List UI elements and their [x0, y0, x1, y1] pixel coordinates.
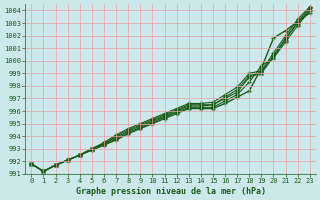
X-axis label: Graphe pression niveau de la mer (hPa): Graphe pression niveau de la mer (hPa): [76, 187, 266, 196]
